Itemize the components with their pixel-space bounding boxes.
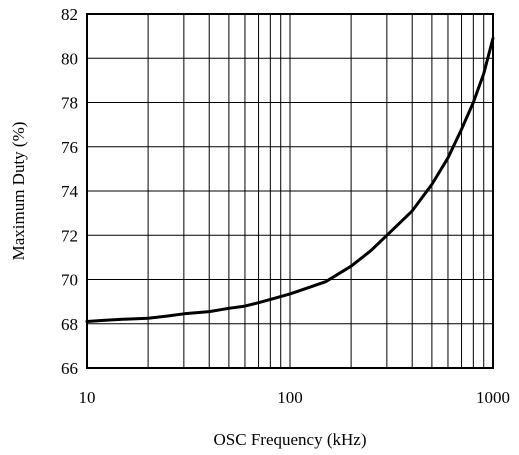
y-tick-label: 68 [61,315,78,334]
y-tick-label: 66 [61,359,78,378]
grid [87,14,493,368]
plot-frame [86,13,494,369]
y-tick-label: 72 [61,226,78,245]
x-axis-title: OSC Frequency (kHz) [214,430,367,449]
y-tick-label: 76 [61,138,78,157]
x-tick-label: 1000 [476,388,510,407]
series-group [85,36,495,323]
y-tick-label: 78 [61,94,78,113]
series-line [85,36,495,323]
y-tick-label: 80 [61,49,78,68]
y-tick-label: 70 [61,271,78,290]
y-tick-label: 74 [61,182,79,201]
y-tick-labels: 66 68 70 72 74 76 78 80 82 [61,5,79,378]
y-tick-label: 82 [61,5,78,24]
x-tick-label: 10 [79,388,96,407]
y-axis-title: Maximum Duty (%) [9,122,28,261]
x-tick-label: 100 [277,388,303,407]
x-tick-labels: 10 100 1000 [79,388,511,407]
